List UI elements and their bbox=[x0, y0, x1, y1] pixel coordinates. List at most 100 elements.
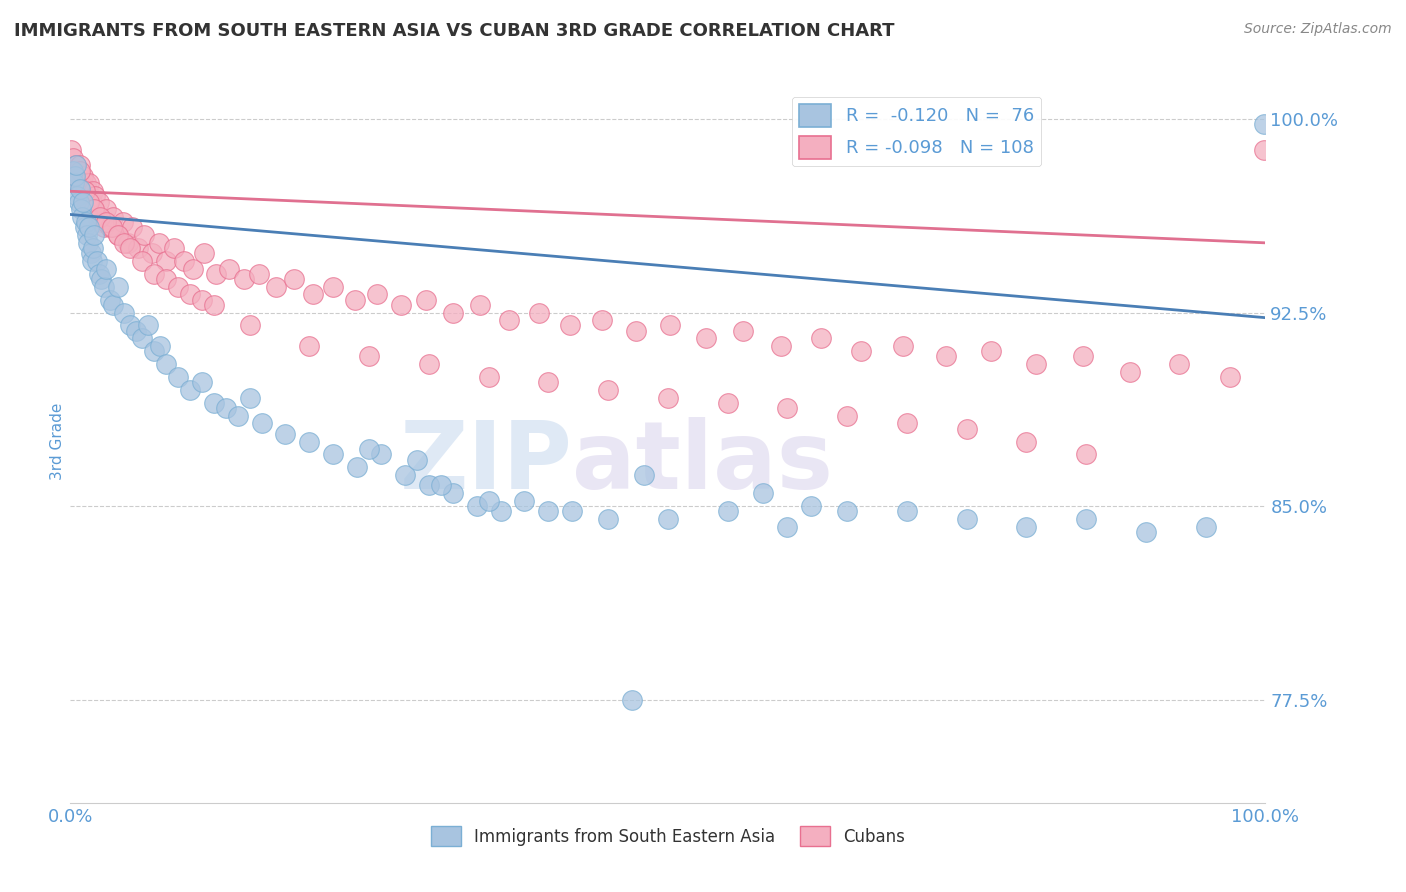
Point bbox=[598, 512, 620, 526]
Point bbox=[478, 494, 501, 508]
Point bbox=[205, 267, 228, 281]
Point bbox=[77, 235, 100, 250]
Point bbox=[657, 512, 679, 526]
Point bbox=[837, 409, 859, 423]
Point bbox=[121, 220, 143, 235]
Point bbox=[73, 220, 96, 235]
Point bbox=[103, 298, 125, 312]
Point bbox=[79, 220, 101, 235]
Point bbox=[179, 383, 201, 397]
Point bbox=[166, 370, 188, 384]
Point bbox=[66, 189, 89, 203]
Point bbox=[62, 163, 84, 178]
Point bbox=[935, 350, 957, 364]
Point bbox=[86, 253, 108, 268]
Point bbox=[96, 261, 117, 276]
Point bbox=[93, 220, 115, 235]
Text: Source: ZipAtlas.com: Source: ZipAtlas.com bbox=[1244, 22, 1392, 37]
Point bbox=[979, 344, 1001, 359]
Point bbox=[87, 267, 110, 281]
Point bbox=[107, 279, 129, 293]
Point bbox=[112, 235, 135, 250]
Text: IMMIGRANTS FROM SOUTH EASTERN ASIA VS CUBAN 3RD GRADE CORRELATION CHART: IMMIGRANTS FROM SOUTH EASTERN ASIA VS CU… bbox=[14, 22, 894, 40]
Point bbox=[1168, 357, 1191, 371]
Point bbox=[1015, 519, 1038, 533]
Point bbox=[239, 391, 262, 405]
Point bbox=[470, 298, 492, 312]
Point bbox=[346, 460, 368, 475]
Point bbox=[389, 298, 412, 312]
Point bbox=[695, 331, 717, 345]
Point bbox=[1195, 519, 1218, 533]
Point bbox=[90, 272, 112, 286]
Point bbox=[83, 228, 105, 243]
Point bbox=[83, 202, 105, 217]
Point bbox=[82, 184, 104, 198]
Point bbox=[896, 417, 918, 431]
Point bbox=[63, 163, 86, 178]
Point bbox=[202, 298, 225, 312]
Point bbox=[112, 305, 135, 319]
Point bbox=[183, 261, 205, 276]
Point bbox=[63, 169, 86, 183]
Point bbox=[72, 194, 94, 209]
Point bbox=[891, 339, 914, 353]
Point bbox=[1076, 512, 1098, 526]
Point bbox=[143, 267, 166, 281]
Point bbox=[226, 409, 249, 423]
Point bbox=[173, 253, 195, 268]
Point bbox=[837, 504, 859, 518]
Point bbox=[537, 504, 560, 518]
Point bbox=[103, 210, 125, 224]
Point bbox=[65, 158, 87, 172]
Point bbox=[527, 305, 550, 319]
Point bbox=[239, 318, 262, 333]
Point bbox=[149, 339, 172, 353]
Point bbox=[657, 391, 679, 405]
Point bbox=[76, 194, 98, 209]
Point bbox=[1076, 447, 1098, 461]
Point bbox=[418, 357, 440, 371]
Point bbox=[63, 169, 86, 183]
Point bbox=[166, 279, 188, 293]
Point bbox=[191, 293, 214, 307]
Point bbox=[93, 279, 115, 293]
Point bbox=[98, 293, 121, 307]
Point bbox=[214, 401, 236, 415]
Point bbox=[79, 194, 101, 209]
Point bbox=[70, 202, 93, 217]
Point bbox=[143, 344, 166, 359]
Point bbox=[264, 279, 287, 293]
Point bbox=[75, 215, 97, 229]
Point bbox=[73, 189, 96, 203]
Point bbox=[69, 181, 91, 195]
Point bbox=[717, 504, 740, 518]
Point bbox=[441, 305, 464, 319]
Point bbox=[800, 499, 823, 513]
Point bbox=[70, 210, 93, 224]
Point bbox=[67, 194, 90, 209]
Point bbox=[247, 267, 270, 281]
Point bbox=[465, 499, 488, 513]
Point bbox=[191, 375, 214, 389]
Point bbox=[598, 383, 620, 397]
Point bbox=[430, 478, 453, 492]
Point bbox=[77, 184, 100, 198]
Point bbox=[1015, 434, 1038, 449]
Point bbox=[394, 468, 416, 483]
Point bbox=[733, 324, 755, 338]
Point bbox=[87, 194, 110, 209]
Point bbox=[1025, 357, 1047, 371]
Point bbox=[89, 210, 111, 224]
Point bbox=[70, 184, 93, 198]
Point bbox=[117, 235, 139, 250]
Point bbox=[107, 228, 129, 243]
Point bbox=[120, 241, 141, 255]
Point bbox=[418, 478, 440, 492]
Point bbox=[232, 272, 254, 286]
Point bbox=[810, 331, 832, 345]
Point bbox=[1253, 143, 1275, 157]
Point bbox=[513, 494, 536, 508]
Point bbox=[322, 447, 344, 461]
Point bbox=[163, 241, 186, 255]
